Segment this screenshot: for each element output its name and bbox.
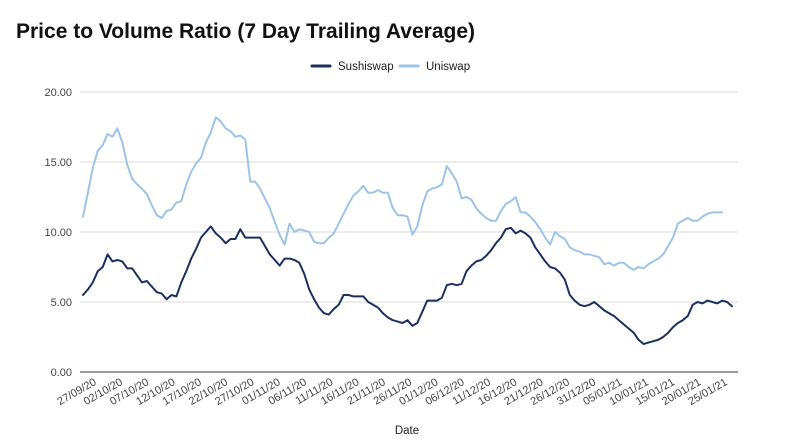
gridlines — [80, 91, 738, 373]
series-line-uniswap — [82, 116, 724, 271]
legend-item-sushiswap[interactable]: Sushiswap — [310, 61, 394, 73]
legend-item-uniswap[interactable]: Uniswap — [398, 61, 470, 73]
y-tick-label: 5.00 — [51, 297, 72, 309]
series-lines — [82, 116, 733, 345]
series-line-sushiswap — [82, 225, 733, 345]
y-tick-label: 10.00 — [44, 227, 72, 239]
y-axis-ticks: 0.00 5.00 10.00 15.00 20.00 — [44, 87, 72, 379]
chart-title: Price to Volume Ratio (7 Day Trailing Av… — [16, 20, 476, 43]
x-axis-title: Date — [395, 425, 419, 437]
x-axis-ticks: 27/09/2002/10/2007/10/2012/10/2017/10/20… — [55, 376, 729, 408]
y-tick-label: 15.00 — [44, 157, 72, 169]
legend[interactable]: Sushiswap Uniswap — [310, 61, 470, 73]
y-tick-label: 20.00 — [44, 87, 72, 99]
y-tick-label: 0.00 — [51, 367, 72, 379]
legend-label: Sushiswap — [338, 61, 394, 73]
legend-label: Uniswap — [426, 61, 470, 73]
